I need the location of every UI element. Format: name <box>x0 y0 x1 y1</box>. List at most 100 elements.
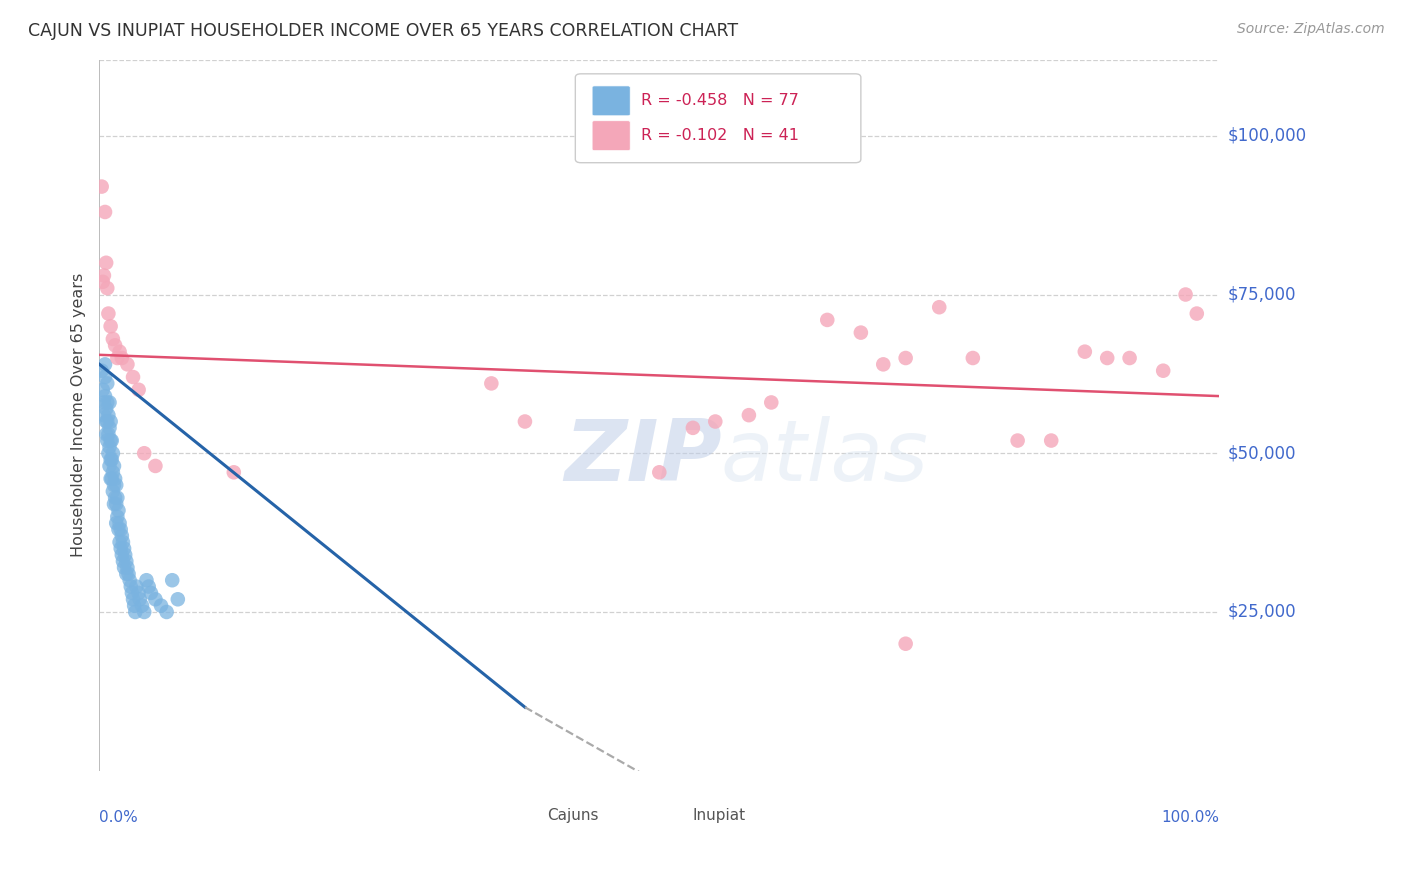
Point <box>110 523 132 537</box>
Point <box>120 580 142 594</box>
Point <box>117 566 139 581</box>
Point <box>100 415 122 429</box>
Point <box>104 472 127 486</box>
Point <box>150 599 173 613</box>
Point <box>105 516 128 530</box>
Point <box>128 586 150 600</box>
Point <box>97 307 120 321</box>
Point <box>94 415 117 429</box>
Text: 0.0%: 0.0% <box>100 810 138 825</box>
Point <box>894 351 917 365</box>
Text: $50,000: $50,000 <box>1227 444 1296 462</box>
Point <box>103 497 125 511</box>
Point <box>94 357 117 371</box>
Point <box>738 408 761 422</box>
Point <box>160 573 183 587</box>
Point <box>134 446 156 460</box>
Point <box>111 535 134 549</box>
Point <box>118 573 141 587</box>
Point <box>93 268 115 283</box>
Text: R = -0.458   N = 77: R = -0.458 N = 77 <box>641 94 799 108</box>
Point <box>124 605 146 619</box>
Point <box>648 465 671 479</box>
Point <box>110 541 132 556</box>
Point <box>103 478 125 492</box>
Point <box>1007 434 1029 448</box>
Point <box>128 383 150 397</box>
Point <box>849 326 872 340</box>
Point <box>101 332 124 346</box>
Point <box>1040 434 1063 448</box>
Text: $75,000: $75,000 <box>1227 285 1296 303</box>
Text: CAJUN VS INUPIAT HOUSEHOLDER INCOME OVER 65 YEARS CORRELATION CHART: CAJUN VS INUPIAT HOUSEHOLDER INCOME OVER… <box>28 22 738 40</box>
Point <box>97 408 120 422</box>
Point <box>104 338 127 352</box>
Point <box>94 370 117 384</box>
Point <box>111 529 134 543</box>
Point <box>761 395 783 409</box>
Point <box>105 497 128 511</box>
Point <box>96 376 118 391</box>
Text: $100,000: $100,000 <box>1227 127 1306 145</box>
Point <box>100 472 122 486</box>
Point <box>96 281 118 295</box>
Point <box>90 179 112 194</box>
Point <box>91 383 114 397</box>
Point <box>94 256 117 270</box>
Point <box>98 440 121 454</box>
Point <box>108 344 131 359</box>
Point <box>94 389 117 403</box>
Point <box>105 509 128 524</box>
Point <box>97 446 120 460</box>
Point <box>1152 364 1174 378</box>
Text: Cajuns: Cajuns <box>547 808 599 823</box>
FancyBboxPatch shape <box>592 120 630 151</box>
Point <box>101 465 124 479</box>
Point <box>135 573 157 587</box>
Point <box>91 275 114 289</box>
Point <box>166 592 188 607</box>
Point <box>117 560 139 574</box>
Point <box>134 605 156 619</box>
Point <box>121 586 143 600</box>
Point <box>1074 344 1097 359</box>
Point <box>96 395 118 409</box>
Point <box>105 351 128 365</box>
Point <box>98 395 121 409</box>
Point <box>111 351 134 365</box>
Point <box>108 516 131 530</box>
Text: R = -0.102   N = 41: R = -0.102 N = 41 <box>641 128 800 144</box>
Point <box>962 351 984 365</box>
FancyBboxPatch shape <box>512 804 544 828</box>
Point <box>122 592 145 607</box>
Point <box>94 205 117 219</box>
Point <box>100 434 122 448</box>
Point <box>115 566 138 581</box>
Point <box>111 548 134 562</box>
Text: $25,000: $25,000 <box>1227 603 1296 621</box>
Point <box>513 415 536 429</box>
Point <box>928 300 950 314</box>
Point <box>139 586 162 600</box>
Point <box>98 421 121 435</box>
Point <box>1095 351 1118 365</box>
Point <box>90 364 112 378</box>
Y-axis label: Householder Income Over 65 years: Householder Income Over 65 years <box>72 273 86 558</box>
Point <box>101 446 124 460</box>
Point <box>100 434 122 448</box>
Point <box>1174 287 1197 301</box>
FancyBboxPatch shape <box>657 804 689 828</box>
Point <box>128 592 150 607</box>
Point <box>138 580 160 594</box>
Point <box>101 484 124 499</box>
Text: atlas: atlas <box>721 417 929 500</box>
Point <box>100 319 122 334</box>
Point <box>145 592 167 607</box>
Point <box>894 637 917 651</box>
Point <box>1118 351 1140 365</box>
Point <box>1185 307 1208 321</box>
Point <box>117 357 139 371</box>
Point <box>108 535 131 549</box>
Text: 100.0%: 100.0% <box>1161 810 1219 825</box>
Text: Inupiat: Inupiat <box>693 808 747 823</box>
